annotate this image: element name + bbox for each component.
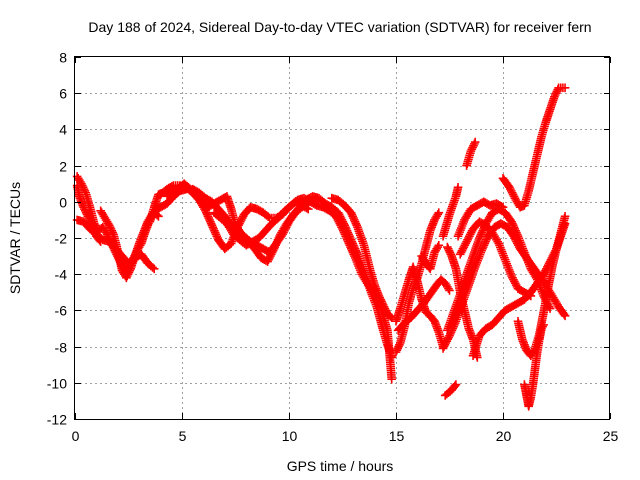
y-tick-label: 2 [59, 159, 67, 175]
data-point [445, 286, 454, 295]
x-tick-label: 0 [72, 428, 80, 444]
data-point [303, 204, 313, 214]
data-point [470, 137, 480, 147]
x-tick-label: 20 [496, 428, 512, 444]
y-tick-label: 4 [59, 122, 67, 138]
x-axis-label: GPS time / hours [287, 458, 394, 474]
data-point [539, 320, 548, 330]
data-point [96, 237, 105, 246]
data-marks [72, 83, 570, 411]
data-point [526, 291, 536, 301]
y-tick-label: -6 [55, 303, 68, 319]
y-tick-label: -4 [55, 267, 68, 283]
data-point [385, 312, 395, 321]
y-tick-label: -8 [55, 340, 68, 356]
data-point [154, 211, 163, 221]
data-point [560, 211, 570, 221]
y-tick-label: 6 [59, 86, 67, 102]
data-point [149, 264, 159, 274]
axis-ticks: 0 5 10 15 20 25 -12 -10 -8 -6 -4 -2 0 2 4 6 8 [47, 50, 619, 445]
y-tick-label: -10 [47, 376, 67, 392]
data-point [387, 374, 397, 384]
data-point [450, 381, 460, 391]
data-point [451, 380, 461, 389]
data-point [453, 183, 463, 192]
y-tick-label: 0 [59, 195, 67, 211]
x-tick-label: 10 [282, 428, 298, 444]
data-point [498, 202, 508, 212]
data-point [434, 240, 444, 250]
data-point [434, 208, 444, 217]
y-axis-label: SDTVAR / TECUs [7, 182, 23, 294]
y-tick-label: 8 [59, 50, 67, 66]
x-tick-label: 5 [179, 428, 187, 444]
data-point [95, 235, 104, 245]
y-tick-label: -12 [47, 412, 67, 428]
data-point [559, 310, 569, 319]
y-tick-label: -2 [55, 231, 68, 247]
x-tick-label: 15 [389, 428, 405, 444]
data-point [560, 311, 570, 321]
x-tick-label: 25 [603, 428, 619, 444]
chart-title: Day 188 of 2024, Sidereal Day-to-day VTE… [88, 19, 591, 35]
data-point [560, 83, 570, 93]
